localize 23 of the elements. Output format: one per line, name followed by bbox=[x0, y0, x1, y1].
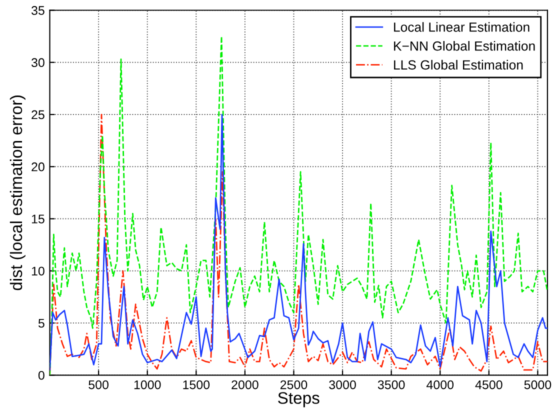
legend-label: LLS Global Estimation bbox=[394, 60, 523, 70]
x-tick-label: 3000 bbox=[329, 380, 356, 390]
x-tick-label: 2000 bbox=[232, 380, 258, 390]
x-tick-label: 3500 bbox=[378, 380, 405, 390]
legend-label: Local Linear Estimation bbox=[394, 22, 530, 32]
x-tick-label: 1000 bbox=[134, 380, 161, 390]
y-tick-label: 30 bbox=[31, 58, 44, 68]
y-tick-label: 5 bbox=[38, 318, 44, 328]
y-axis-title: dist (local estimation error) bbox=[10, 96, 26, 290]
x-tick-label: 1500 bbox=[183, 380, 210, 390]
y-tick-label: 0 bbox=[38, 370, 44, 380]
x-axis-title: Steps bbox=[278, 392, 320, 408]
x-tick-label: 500 bbox=[88, 380, 109, 390]
x-tick-label: 2500 bbox=[280, 380, 308, 390]
y-tick-label: 20 bbox=[32, 162, 44, 172]
x-tick-label: 4000 bbox=[426, 380, 454, 390]
y-tick-label: 10 bbox=[32, 266, 44, 276]
x-tick-label: 5000 bbox=[524, 380, 552, 390]
y-tick-label: 15 bbox=[32, 214, 44, 224]
y-tick-label: 25 bbox=[32, 110, 44, 120]
x-tick-label: 4500 bbox=[475, 380, 502, 390]
legend-label: K−NN Global Estimation bbox=[394, 41, 535, 51]
y-tick-label: 35 bbox=[31, 6, 44, 15]
